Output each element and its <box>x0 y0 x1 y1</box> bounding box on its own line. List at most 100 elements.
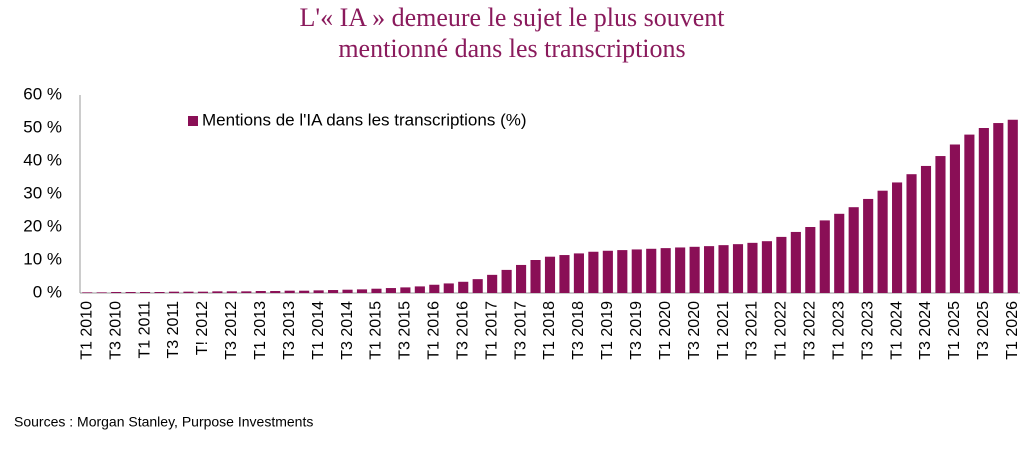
x-tick-label: T3 2010 <box>107 301 124 360</box>
bar <box>429 284 440 293</box>
bar <box>1007 119 1018 293</box>
bar <box>82 292 93 293</box>
bar <box>834 213 845 293</box>
bar <box>516 264 527 293</box>
y-tick-label: 40 % <box>23 150 62 169</box>
bar <box>819 220 830 293</box>
bar <box>949 144 960 293</box>
legend-marker <box>188 116 198 126</box>
x-tick-label: T1 2026 <box>1004 301 1021 360</box>
bar <box>588 251 599 293</box>
bar <box>646 248 657 293</box>
bar <box>906 174 917 293</box>
x-tick-label: T3 2020 <box>686 301 703 360</box>
bar <box>197 291 208 293</box>
bar <box>689 246 700 293</box>
bar <box>183 291 194 293</box>
x-tick-label: T1 2018 <box>541 301 558 360</box>
x-tick-label: T3 2021 <box>744 301 761 360</box>
bar <box>935 156 946 293</box>
x-tick-label: T1 2017 <box>483 301 500 360</box>
x-tick-label: T3 2025 <box>975 301 992 360</box>
bar <box>342 289 353 293</box>
bar <box>356 289 368 293</box>
bar <box>400 287 411 293</box>
bar <box>863 198 874 293</box>
bar <box>573 253 584 293</box>
x-tick-label: T3 2023 <box>859 301 876 360</box>
bar <box>154 292 165 293</box>
bar <box>993 123 1004 293</box>
bar <box>964 134 975 293</box>
y-tick-label: 50 % <box>23 117 62 136</box>
source-note: Sources : Morgan Stanley, Purpose Invest… <box>14 414 313 430</box>
x-tick-label: T1 2022 <box>773 301 790 360</box>
x-tick-label: T3 2017 <box>512 301 529 360</box>
x-tick-label: T3 2018 <box>570 301 587 360</box>
bar <box>848 207 859 293</box>
bar <box>978 128 989 293</box>
bar <box>458 281 469 293</box>
bar <box>617 250 628 293</box>
bar <box>747 242 758 293</box>
x-tick-label: T3 2012 <box>223 301 240 360</box>
x-tick-label: T1 2024 <box>888 301 905 360</box>
bar <box>920 165 932 293</box>
x-tick-label: T1 2023 <box>830 301 847 360</box>
bar <box>96 292 107 293</box>
x-tick-label: T3 2014 <box>339 301 356 360</box>
bar <box>328 290 339 293</box>
bar <box>487 274 498 293</box>
bar <box>168 291 180 293</box>
bar <box>125 292 136 293</box>
x-tick-label: T1 2011 <box>136 301 153 359</box>
bar <box>226 291 237 293</box>
bar <box>241 291 252 293</box>
x-tick-label: T1 2010 <box>78 301 95 360</box>
bar <box>443 283 454 293</box>
x-tick-label: T3 2019 <box>628 301 645 360</box>
bar <box>892 182 903 293</box>
bar <box>530 260 541 293</box>
x-tick-label: T1 2019 <box>599 301 616 360</box>
bar <box>544 256 556 293</box>
x-tick-label: T3 2015 <box>397 301 414 360</box>
x-tick-label: T3 2016 <box>454 301 471 360</box>
bar <box>732 244 744 293</box>
x-tick-label: T1 2015 <box>368 301 385 360</box>
y-tick-label: 10 % <box>23 249 62 268</box>
bar <box>602 250 613 293</box>
bar <box>675 247 686 293</box>
bar <box>660 248 671 293</box>
bar <box>111 292 122 293</box>
x-tick-label: T3 2024 <box>917 301 934 360</box>
chart-title: L'« IA » demeure le sujet le plus souven… <box>300 3 726 32</box>
x-tick-label: T1 2025 <box>946 301 963 360</box>
bar <box>790 231 801 293</box>
x-tick-label: T3 2022 <box>802 301 819 360</box>
x-tick-label: T1 2021 <box>715 301 732 360</box>
bar <box>761 241 772 293</box>
x-tick-label: T3 2011 <box>165 301 182 359</box>
x-tick-label: T1 2013 <box>252 301 269 360</box>
bar <box>631 249 642 293</box>
bar <box>704 246 715 293</box>
y-tick-label: 0 % <box>33 282 62 301</box>
bar <box>718 245 729 293</box>
bar <box>776 236 787 293</box>
bar <box>371 288 382 293</box>
bar <box>140 292 151 293</box>
bar <box>299 290 310 293</box>
legend-label: Mentions de l'IA dans les transcriptions… <box>202 110 527 129</box>
x-tick-label: T! 2012 <box>194 301 211 355</box>
bar <box>414 286 425 293</box>
bar <box>284 290 295 293</box>
bar <box>472 279 483 293</box>
bar <box>877 190 888 293</box>
y-tick-label: 60 % <box>23 84 62 103</box>
x-tick-label: T1 2014 <box>310 301 327 360</box>
x-tick-label: T3 2013 <box>281 301 298 360</box>
bar <box>212 291 223 293</box>
x-tick-label: T1 2020 <box>657 301 674 360</box>
